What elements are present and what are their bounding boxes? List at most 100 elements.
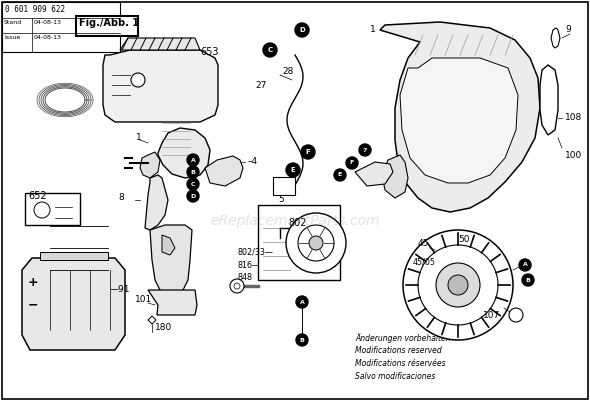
Circle shape bbox=[334, 169, 346, 181]
Circle shape bbox=[286, 163, 300, 177]
Text: 653: 653 bbox=[200, 47, 218, 57]
Polygon shape bbox=[158, 128, 210, 178]
Polygon shape bbox=[205, 156, 243, 186]
Text: 1: 1 bbox=[370, 26, 376, 34]
Circle shape bbox=[519, 259, 531, 271]
Circle shape bbox=[296, 334, 308, 346]
Text: 45: 45 bbox=[418, 239, 430, 247]
Polygon shape bbox=[103, 50, 218, 122]
Text: 107: 107 bbox=[483, 312, 500, 320]
Circle shape bbox=[187, 178, 199, 190]
Text: E: E bbox=[291, 167, 296, 173]
Text: 180: 180 bbox=[155, 324, 172, 332]
Text: A: A bbox=[523, 263, 527, 267]
Polygon shape bbox=[380, 22, 540, 212]
Text: 45/05: 45/05 bbox=[413, 257, 436, 267]
Polygon shape bbox=[162, 235, 175, 255]
Circle shape bbox=[34, 202, 50, 218]
Text: Fig./Abb. 1: Fig./Abb. 1 bbox=[79, 18, 139, 28]
Text: A: A bbox=[191, 158, 195, 162]
Bar bbox=[76, 16, 138, 36]
Circle shape bbox=[230, 279, 244, 293]
Circle shape bbox=[418, 245, 498, 325]
Text: Modifications reserved: Modifications reserved bbox=[355, 346, 442, 355]
Text: 848: 848 bbox=[238, 273, 253, 282]
Circle shape bbox=[295, 23, 309, 37]
Text: 652: 652 bbox=[28, 191, 47, 201]
Bar bbox=[258, 205, 340, 280]
Text: 100: 100 bbox=[565, 150, 582, 160]
Circle shape bbox=[298, 225, 334, 261]
Circle shape bbox=[286, 213, 346, 273]
Text: 802: 802 bbox=[288, 218, 306, 228]
Text: 5: 5 bbox=[278, 196, 284, 205]
Circle shape bbox=[436, 263, 480, 307]
Text: D: D bbox=[191, 194, 196, 198]
Circle shape bbox=[131, 73, 145, 87]
Text: B: B bbox=[526, 277, 530, 282]
Text: 50: 50 bbox=[458, 235, 470, 245]
Text: 27: 27 bbox=[255, 81, 266, 89]
Circle shape bbox=[263, 43, 277, 57]
Polygon shape bbox=[355, 162, 393, 186]
Polygon shape bbox=[382, 155, 408, 198]
Circle shape bbox=[187, 154, 199, 166]
Text: Modifications réservées: Modifications réservées bbox=[355, 359, 445, 368]
Text: C: C bbox=[267, 47, 273, 53]
Circle shape bbox=[522, 274, 534, 286]
Polygon shape bbox=[551, 28, 560, 48]
Bar bbox=[273, 177, 295, 195]
Polygon shape bbox=[400, 58, 518, 183]
Text: 04-08-13: 04-08-13 bbox=[34, 35, 62, 40]
Text: Änderungen vorbehalten: Änderungen vorbehalten bbox=[355, 333, 451, 343]
Bar bbox=[2, 2, 120, 52]
Bar bbox=[40, 252, 108, 260]
Text: 0 601 909 622: 0 601 909 622 bbox=[5, 5, 65, 14]
Text: —91: —91 bbox=[110, 286, 130, 294]
Text: F: F bbox=[350, 160, 354, 166]
Text: 802/33—: 802/33— bbox=[238, 247, 274, 257]
Text: 101: 101 bbox=[135, 296, 152, 304]
Text: 28: 28 bbox=[282, 67, 293, 77]
Polygon shape bbox=[120, 38, 200, 50]
Polygon shape bbox=[540, 65, 558, 135]
Circle shape bbox=[346, 157, 358, 169]
Polygon shape bbox=[148, 290, 197, 315]
Circle shape bbox=[234, 283, 240, 289]
Text: F: F bbox=[306, 149, 310, 155]
Polygon shape bbox=[22, 258, 125, 350]
Text: B: B bbox=[191, 170, 195, 174]
Text: 108: 108 bbox=[565, 113, 582, 122]
Text: A: A bbox=[300, 300, 304, 304]
Text: 7: 7 bbox=[363, 148, 367, 152]
Polygon shape bbox=[140, 152, 160, 178]
Text: eReplacementParts.com: eReplacementParts.com bbox=[210, 213, 380, 227]
Circle shape bbox=[359, 144, 371, 156]
Text: Salvo modificaciones: Salvo modificaciones bbox=[355, 372, 435, 381]
Text: C: C bbox=[191, 182, 195, 186]
Polygon shape bbox=[150, 225, 192, 293]
Text: B: B bbox=[300, 338, 304, 342]
Text: +: + bbox=[28, 277, 38, 290]
Text: 04-08-13: 04-08-13 bbox=[34, 20, 62, 25]
Text: E: E bbox=[338, 172, 342, 178]
Circle shape bbox=[448, 275, 468, 295]
Circle shape bbox=[296, 296, 308, 308]
Bar bbox=[25, 193, 80, 225]
Text: 9: 9 bbox=[565, 26, 571, 34]
Circle shape bbox=[403, 230, 513, 340]
Circle shape bbox=[301, 145, 315, 159]
Polygon shape bbox=[145, 175, 168, 230]
Text: −: − bbox=[28, 298, 38, 312]
Text: 8: 8 bbox=[118, 194, 124, 203]
Text: 1: 1 bbox=[136, 134, 142, 142]
Text: Issue: Issue bbox=[4, 35, 20, 40]
Circle shape bbox=[187, 190, 199, 202]
Text: –4: –4 bbox=[248, 158, 258, 166]
Polygon shape bbox=[148, 316, 156, 324]
Text: D: D bbox=[299, 27, 305, 33]
Circle shape bbox=[309, 236, 323, 250]
Circle shape bbox=[187, 166, 199, 178]
Text: Stand: Stand bbox=[4, 20, 22, 25]
Circle shape bbox=[509, 308, 523, 322]
